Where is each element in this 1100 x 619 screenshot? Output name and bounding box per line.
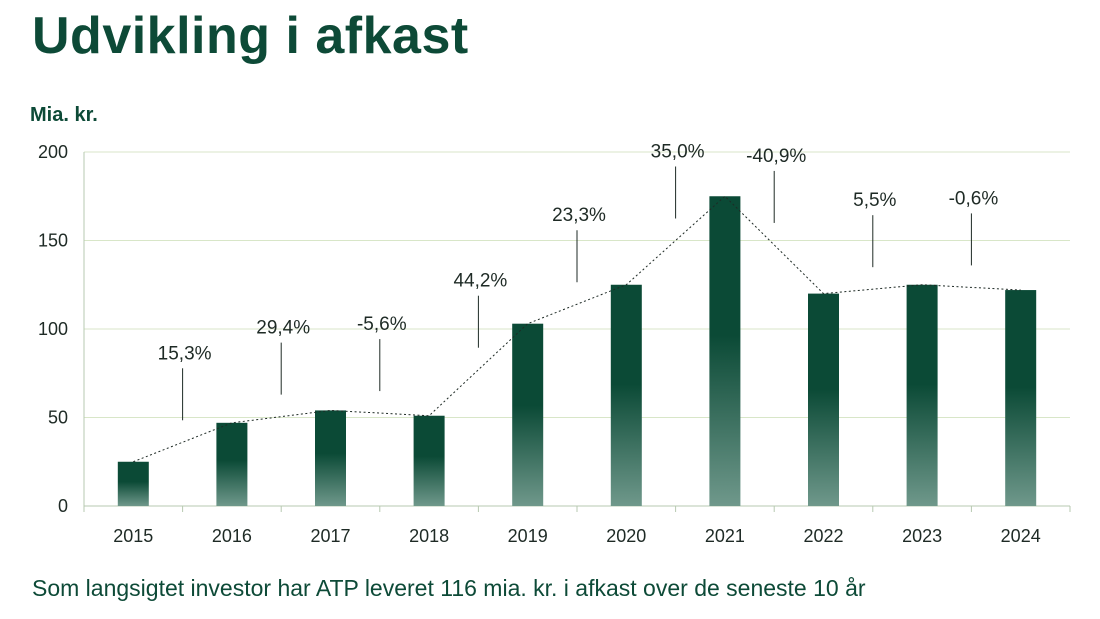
chart-title: Udvikling i afkast xyxy=(32,7,469,65)
annotation-label: -5,6% xyxy=(357,314,407,335)
x-tick-label: 2017 xyxy=(310,526,350,546)
annotation-label: 23,3% xyxy=(552,205,606,226)
bar-2018 xyxy=(413,415,445,506)
y-tick-label: 50 xyxy=(48,408,68,428)
annotation-label: -0,6% xyxy=(949,188,999,209)
x-tick-label: 2019 xyxy=(508,526,548,546)
bar-2015 xyxy=(117,461,149,506)
bar-2016 xyxy=(216,422,248,506)
bar-chart: 0 50 100 150 200 2015 2016 2017 2018 2019 2020 2021… xyxy=(38,142,1071,546)
x-tick-label: 2018 xyxy=(409,526,449,546)
x-tick-label: 2023 xyxy=(902,526,942,546)
bar-2021 xyxy=(709,196,741,506)
x-tick-label: 2021 xyxy=(705,526,745,546)
footer-caption: Som langsigtet investor har ATP leveret … xyxy=(32,575,866,601)
x-tick-label: 2024 xyxy=(1001,526,1041,546)
bars xyxy=(117,196,1037,506)
x-tick-label: 2022 xyxy=(803,526,843,546)
x-tick-label: 2020 xyxy=(606,526,646,546)
x-tick-label: 2016 xyxy=(212,526,252,546)
y-tick-label: 200 xyxy=(38,142,68,162)
gridlines xyxy=(84,151,1070,418)
bar-2019 xyxy=(512,323,544,506)
y-tick-label: 100 xyxy=(38,319,68,339)
y-tick-label: 150 xyxy=(38,231,68,251)
bar-2020 xyxy=(610,284,642,506)
y-tick-label: 0 xyxy=(58,496,68,516)
x-tick-label: 2015 xyxy=(113,526,153,546)
bar-2022 xyxy=(808,293,839,506)
y-axis-unit-label: Mia. kr. xyxy=(30,104,98,126)
axes: 0 50 100 150 200 2015 2016 2017 2018 2019 2020 2021… xyxy=(38,142,1071,546)
bar-2017 xyxy=(315,410,346,506)
annotation-label: 35,0% xyxy=(651,142,705,163)
trend-polyline xyxy=(133,195,1021,463)
annotation-label: 44,2% xyxy=(453,271,507,292)
annotation-label: 29,4% xyxy=(256,318,310,339)
annotation-label: -40,9% xyxy=(746,146,806,167)
return-annotations: 15,3% 29,4% -5,6% 44,2% 23,3% 35,0% -40,9% 5,5%… xyxy=(158,142,999,421)
annotation-label: 15,3% xyxy=(158,343,212,364)
bar-2024 xyxy=(1005,290,1037,506)
annotation-label: 5,5% xyxy=(853,190,896,211)
trend-line xyxy=(133,195,1021,463)
bar-2023 xyxy=(906,284,938,506)
